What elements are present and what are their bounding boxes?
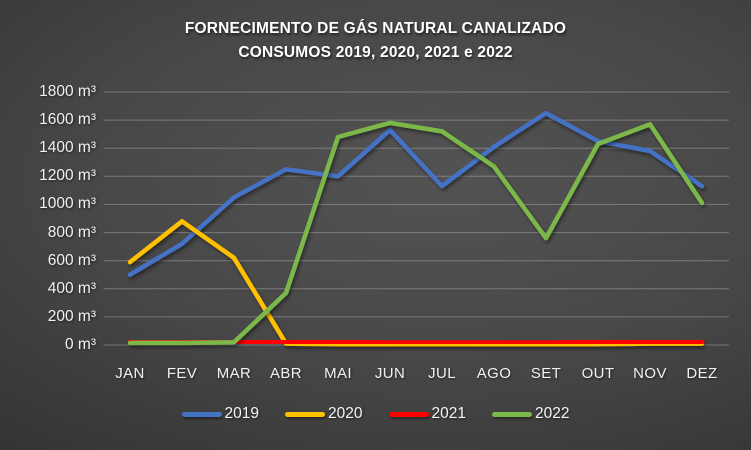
x-axis-label: AGO — [476, 365, 512, 382]
y-axis-label: 1800 m³ — [39, 83, 96, 100]
x-axis-label: FEV — [166, 365, 198, 382]
legend-swatch-2021 — [388, 411, 429, 417]
x-axis-label: JUN — [374, 365, 406, 382]
x-axis-label: NOV — [633, 365, 667, 382]
legend-label: 2021 — [431, 405, 466, 422]
y-axis-label: 800 m³ — [47, 224, 96, 241]
legend-swatch-2022 — [491, 411, 532, 417]
y-axis-label: 1200 m³ — [39, 167, 96, 184]
y-axis-label: 600 m³ — [47, 252, 96, 269]
legend-item-2022: 2022 — [491, 405, 570, 423]
y-axis-label: 1400 m³ — [39, 139, 96, 156]
y-axis-label: 0 m³ — [65, 336, 96, 353]
x-axis-label: JUL — [428, 365, 456, 382]
y-axis-label: 1000 m³ — [39, 195, 96, 212]
legend-item-2021: 2021 — [388, 405, 466, 423]
y-axis-label: 1600 m³ — [39, 111, 96, 128]
chart-title-line1: FORNECIMENTO DE GÁS NATURAL CANALIZADO — [184, 20, 567, 37]
legend-label: 2020 — [328, 405, 363, 422]
x-axis-label: JAN — [115, 365, 145, 382]
x-axis-label: OUT — [581, 365, 615, 382]
x-axis-label: MAI — [324, 365, 352, 382]
series-lines — [127, 110, 705, 347]
legend-swatch-2020 — [285, 411, 326, 417]
legend-label: 2022 — [534, 405, 570, 422]
chart-title: FORNECIMENTO DE GÁS NATURAL CANALIZADO C… — [0, 17, 751, 65]
legend-swatch-2019 — [181, 411, 222, 417]
legend: 2019 2020 2021 2022 — [0, 405, 751, 423]
y-axis-label: 200 m³ — [47, 308, 96, 325]
legend-item-2020: 2020 — [285, 405, 363, 423]
legend-label: 2019 — [224, 405, 260, 422]
series-line-2020 — [127, 219, 705, 347]
chart-title-line2: CONSUMOS 2019, 2020, 2021 e 2022 — [238, 44, 513, 61]
series-line-2022 — [127, 120, 705, 346]
x-axis-label: SET — [530, 365, 562, 382]
y-axis-label: 400 m³ — [47, 280, 96, 297]
x-axis-label: MAR — [216, 365, 252, 382]
x-axis-label: DEZ — [686, 365, 718, 382]
x-axis-label: ABR — [269, 365, 303, 382]
legend-item-2019: 2019 — [181, 405, 260, 423]
